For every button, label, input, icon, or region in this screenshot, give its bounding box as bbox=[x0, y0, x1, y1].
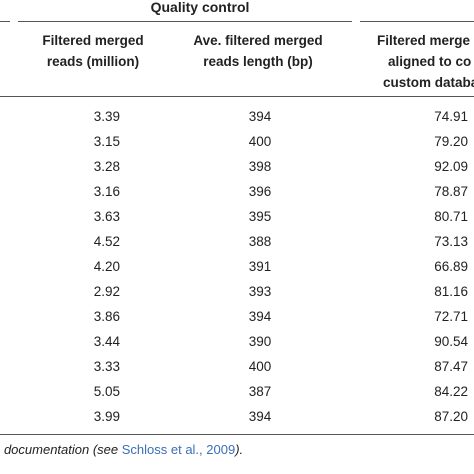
table-cell: 90.54 bbox=[434, 334, 468, 349]
table-cell: 74.91 bbox=[434, 109, 468, 124]
table-cell: 398 bbox=[248, 159, 272, 174]
table-cell: 87.20 bbox=[434, 409, 468, 424]
column-header-avg-read-length: Ave. filtered merged reads length (bp) bbox=[193, 33, 323, 69]
table-cell: 84.22 bbox=[434, 384, 468, 399]
table-cell: 390 bbox=[248, 334, 272, 349]
table-cell: 400 bbox=[248, 134, 272, 149]
citation-link[interactable]: Schloss et al., 2009 bbox=[121, 442, 236, 457]
table-cell: 3.33 bbox=[93, 359, 120, 374]
table-cell: 3.99 bbox=[93, 409, 120, 424]
group-header-rule bbox=[18, 21, 352, 22]
table-cell: 391 bbox=[248, 259, 272, 274]
table-cell: 3.86 bbox=[93, 309, 120, 324]
table-cell: 5.05 bbox=[93, 384, 120, 399]
table-cell: 394 bbox=[248, 109, 272, 124]
table-cell: 73.13 bbox=[434, 234, 468, 249]
table-bottom-rule bbox=[0, 434, 474, 435]
table-cell: 388 bbox=[248, 234, 272, 249]
table-cell: 72.71 bbox=[434, 309, 468, 324]
table-cell: 3.15 bbox=[93, 134, 120, 149]
table-cell: 4.20 bbox=[93, 259, 120, 274]
column-header-filtered-merged-reads: Filtered merged reads (million) bbox=[42, 33, 144, 69]
table-cell: 394 bbox=[248, 409, 272, 424]
table-cell: 394 bbox=[248, 309, 272, 324]
table-cell: 80.71 bbox=[434, 209, 468, 224]
table-cell: 87.47 bbox=[434, 359, 468, 374]
table-cell: 4.52 bbox=[93, 234, 120, 249]
table-cell: 3.16 bbox=[93, 184, 120, 199]
table-cell: 78.87 bbox=[434, 184, 468, 199]
group-header-rule-left bbox=[0, 21, 10, 22]
table-footnote: - documentation (see Schloss et al., 200… bbox=[0, 442, 244, 457]
group-header-quality-control: Quality control bbox=[150, 0, 250, 15]
column-header-aligned-custom-db: Filtered merge aligned to co custom data… bbox=[377, 33, 474, 90]
table-cell: 395 bbox=[248, 209, 272, 224]
table-cell: 92.09 bbox=[434, 159, 468, 174]
table-cell: 81.16 bbox=[434, 284, 468, 299]
group-header-rule-right bbox=[360, 21, 474, 22]
table-cell: 2.92 bbox=[93, 284, 120, 299]
table-cell: 400 bbox=[248, 359, 272, 374]
table-cell: 396 bbox=[248, 184, 272, 199]
table-cell: 3.28 bbox=[93, 159, 120, 174]
header-bottom-rule bbox=[0, 96, 474, 97]
table-cell: 393 bbox=[248, 284, 272, 299]
table-cell: 387 bbox=[248, 384, 272, 399]
table-cell: 79.20 bbox=[434, 134, 468, 149]
table-cell: 3.39 bbox=[93, 109, 120, 124]
table-cell: 3.44 bbox=[93, 334, 120, 349]
table-cell: 66.89 bbox=[434, 259, 468, 274]
table-cell: 3.63 bbox=[93, 209, 120, 224]
